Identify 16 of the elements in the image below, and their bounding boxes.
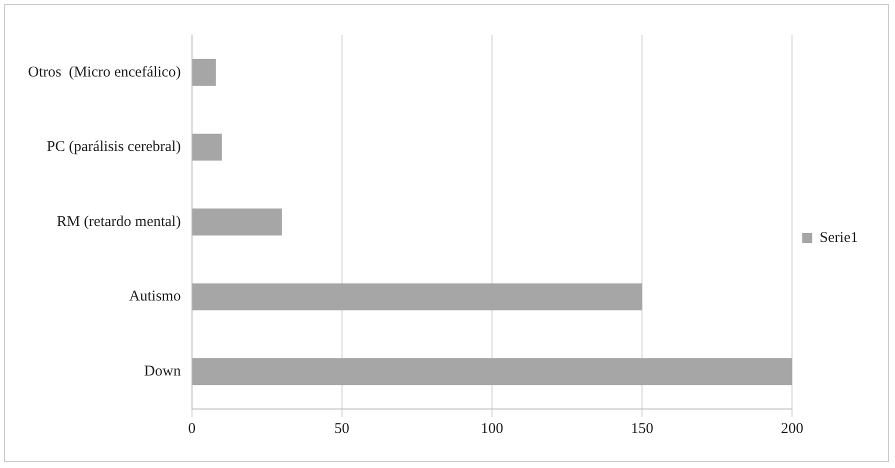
bar [192,58,216,86]
x-tick-label: 50 [334,420,350,437]
bar [192,283,642,310]
x-tick-label: 100 [480,420,504,437]
y-tick-label: Down [144,364,182,380]
bar [192,358,792,386]
y-tick-label: PC (parálisis cerebral) [46,139,181,156]
bar [192,134,222,161]
legend-label: Serie1 [820,230,858,246]
y-tick-label: Autismo [129,288,181,305]
x-tick-label: 0 [188,420,196,437]
y-tick-label: RM (retardo mental) [56,214,181,230]
x-tick-label: 200 [780,420,804,437]
x-tick-label: 150 [630,420,654,437]
bar [192,208,282,236]
y-tick-label: Otros (Micro encefálico) [28,64,181,80]
